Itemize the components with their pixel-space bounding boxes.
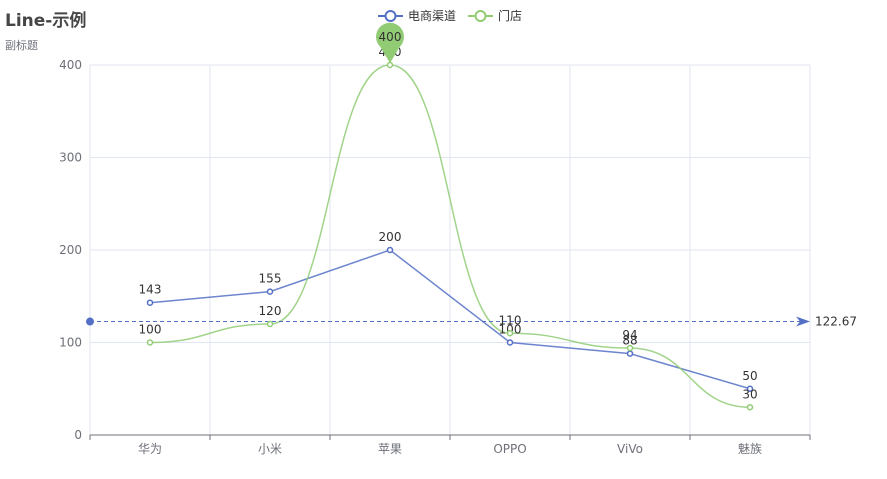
x-tick-label: ViVo — [617, 442, 643, 456]
data-point — [506, 330, 514, 337]
y-tick-label: 300 — [59, 151, 82, 165]
data-label: 155 — [259, 272, 282, 286]
data-point — [386, 246, 394, 254]
data-label: 100 — [499, 323, 522, 337]
data-point — [386, 61, 394, 69]
data-label: 30 — [742, 387, 757, 401]
markpoint-label: 400 — [379, 30, 402, 44]
legend-marker-1 — [384, 10, 397, 22]
y-tick-label: 100 — [59, 336, 82, 350]
data-label: 50 — [742, 369, 757, 383]
series-line-1 — [149, 249, 751, 390]
data-label: 120 — [259, 304, 282, 318]
data-label: 94 — [622, 328, 637, 342]
data-point — [746, 404, 754, 411]
markline-label: 122.67 — [815, 315, 857, 329]
x-tick-label: 魅族 — [738, 441, 762, 456]
legend-marker-2 — [474, 10, 487, 22]
data-point — [506, 339, 514, 346]
x-tick-label: 华为 — [138, 442, 162, 456]
y-tick-label: 400 — [59, 58, 82, 72]
legend-label-2: 门店 — [498, 8, 522, 23]
y-tick-label: 0 — [74, 428, 82, 442]
legend-label-1: 电商渠道 — [408, 8, 456, 23]
data-point — [266, 320, 274, 328]
data-point — [146, 299, 154, 306]
data-point — [626, 344, 634, 352]
markpoint-pin — [375, 22, 404, 64]
data-label: 143 — [139, 283, 162, 297]
data-point — [146, 339, 154, 346]
markline-arrow — [796, 316, 810, 327]
x-tick-label: 小米 — [258, 442, 282, 456]
data-label: 110 — [499, 313, 522, 327]
data-label: 200 — [379, 230, 402, 244]
data-point — [626, 350, 634, 357]
y-tick-label: 200 — [59, 243, 82, 257]
chart-title: Line-示例 — [5, 11, 87, 31]
chart-subtitle: 副标题 — [5, 39, 38, 52]
x-tick-label: 苹果 — [378, 442, 402, 456]
data-label: 88 — [622, 334, 637, 348]
data-label: 100 — [139, 323, 162, 337]
data-point — [746, 385, 754, 392]
x-tick-label: OPPO — [493, 442, 526, 456]
data-point — [266, 288, 274, 295]
